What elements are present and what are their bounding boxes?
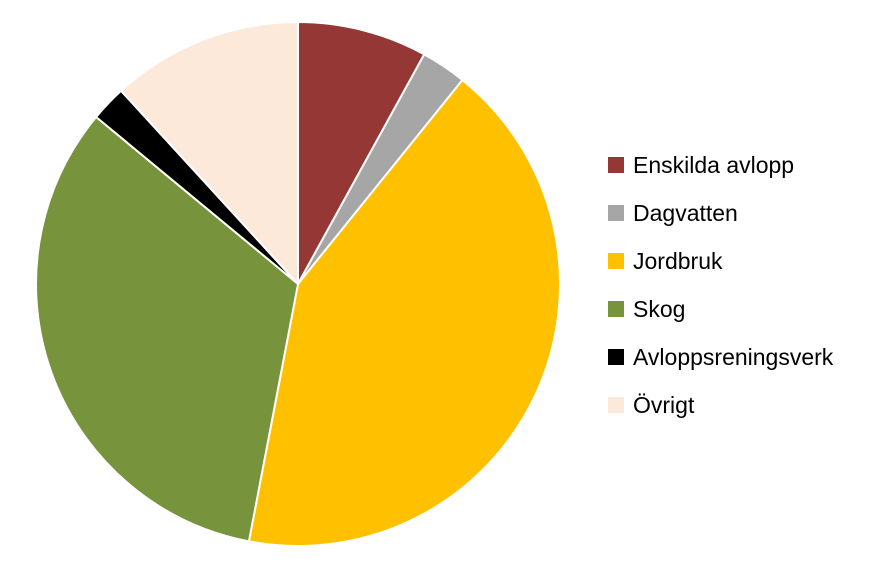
pie-slice-enskilda-avlopp <box>297 21 426 285</box>
legend-item-ovrigt: Övrigt <box>608 392 695 418</box>
legend-swatch-dagvatten <box>608 205 624 221</box>
pie-slice-ovrigt <box>120 21 299 285</box>
legend-item-jordbruk: Jordbruk <box>608 248 723 274</box>
legend-label-avloppsreningsverk: Avloppsreningsverk <box>633 344 834 370</box>
legend-item-enskilda-avlopp: Enskilda avlopp <box>608 152 794 178</box>
legend-swatch-enskilda-avlopp <box>608 157 624 173</box>
legend: Enskilda avlopp Dagvatten Jordbruk Skog … <box>608 152 834 418</box>
legend-swatch-skog <box>608 301 624 317</box>
legend-label-enskilda-avlopp: Enskilda avlopp <box>633 152 794 178</box>
legend-swatch-jordbruk <box>608 253 624 269</box>
pie-slices <box>35 21 561 547</box>
legend-item-avloppsreningsverk: Avloppsreningsverk <box>608 344 834 370</box>
pie-slice-jordbruk <box>247 79 561 547</box>
legend-label-dagvatten: Dagvatten <box>633 200 738 226</box>
legend-label-ovrigt: Övrigt <box>633 392 695 418</box>
legend-item-dagvatten: Dagvatten <box>608 200 738 226</box>
legend-swatch-ovrigt <box>608 397 624 413</box>
legend-item-skog: Skog <box>608 296 685 322</box>
legend-label-skog: Skog <box>633 296 685 322</box>
legend-swatch-avloppsreningsverk <box>608 349 624 365</box>
legend-label-jordbruk: Jordbruk <box>633 248 723 274</box>
pie-slice-skog <box>35 115 299 543</box>
